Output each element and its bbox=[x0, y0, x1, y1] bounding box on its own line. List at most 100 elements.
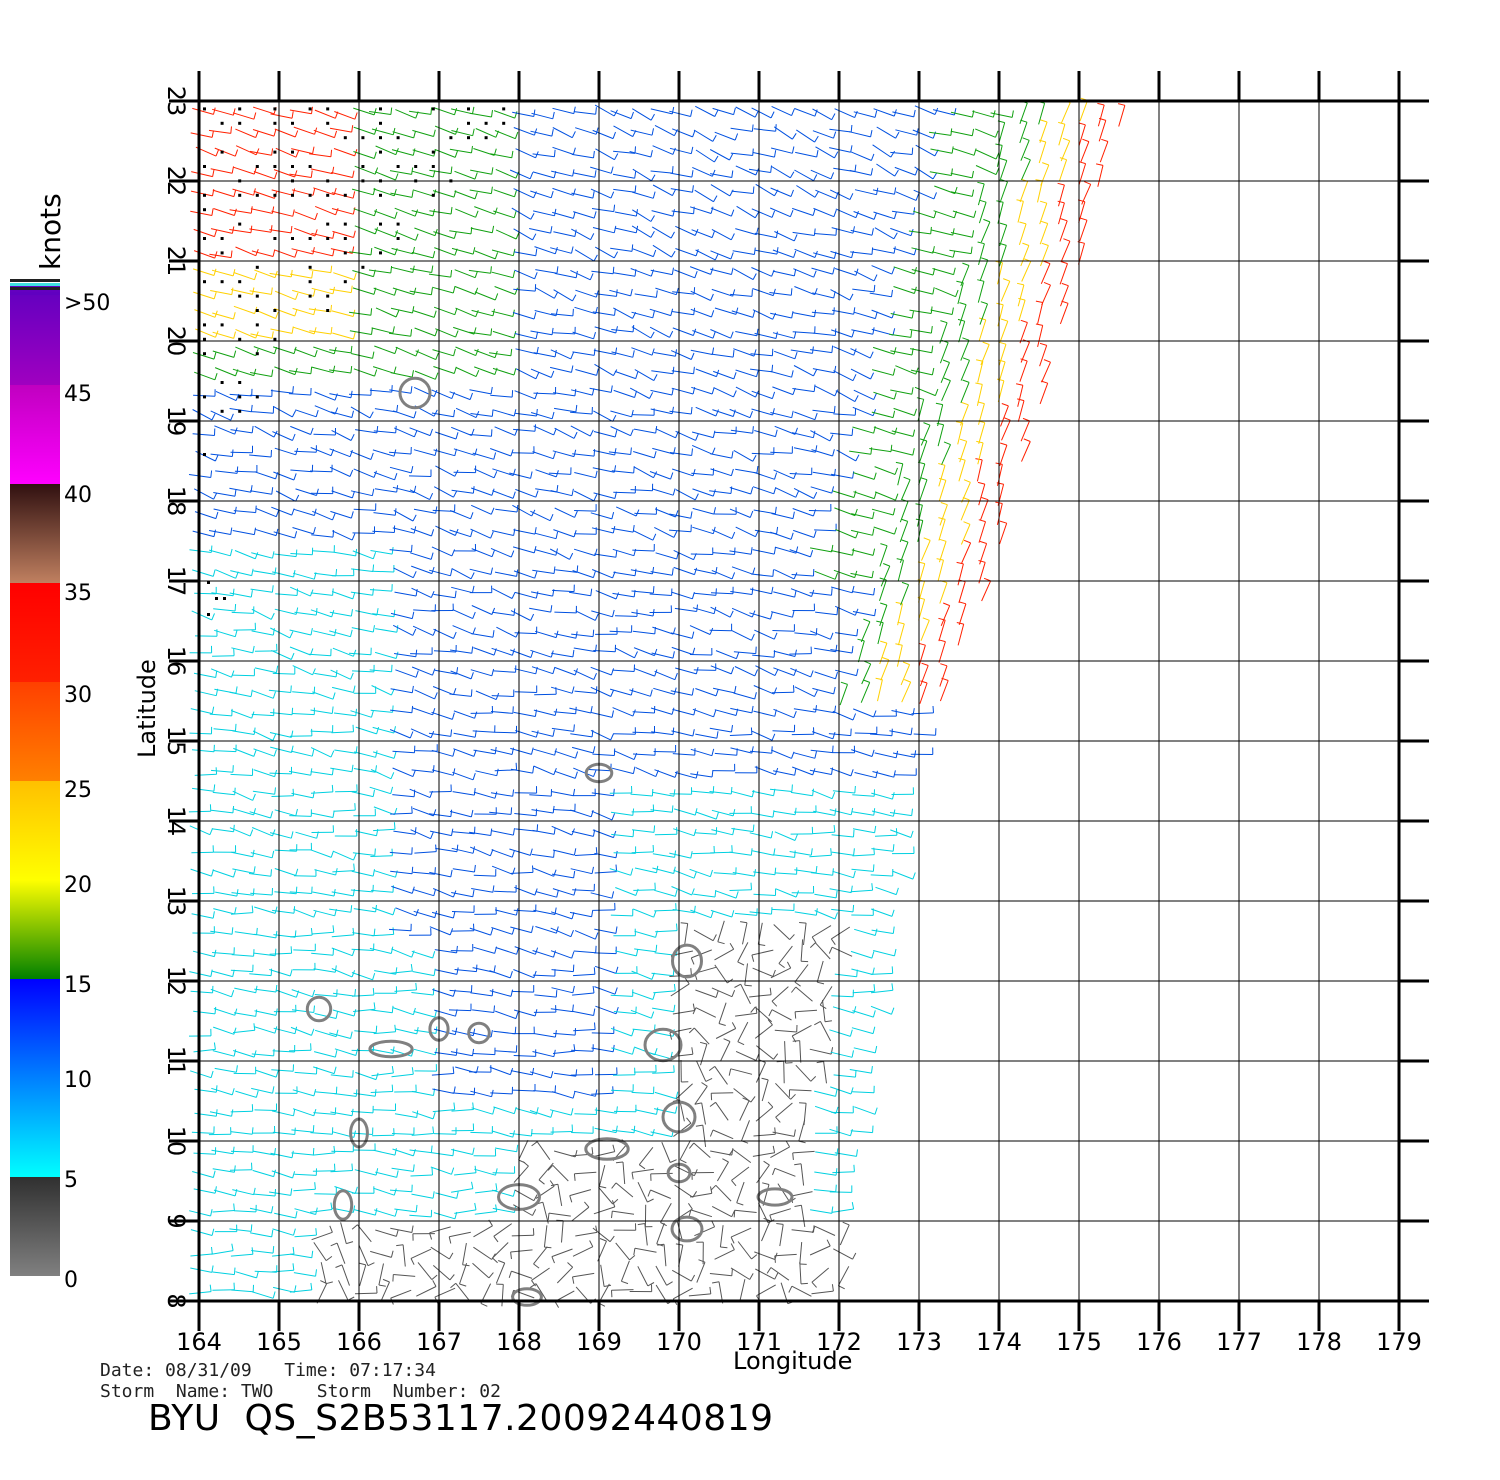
wind-barb-flag bbox=[393, 366, 397, 374]
rain-flag-dot bbox=[273, 193, 277, 197]
wind-barb bbox=[473, 946, 495, 954]
wind-barb-flag bbox=[672, 166, 674, 174]
wind-barb bbox=[412, 625, 434, 636]
wind-barb bbox=[471, 309, 494, 317]
wind-barb bbox=[390, 1289, 412, 1299]
wind-barb bbox=[209, 1111, 232, 1117]
wind-barb bbox=[334, 111, 356, 120]
wind-barb bbox=[371, 1072, 394, 1077]
wind-barb bbox=[998, 122, 1006, 144]
wind-barb bbox=[876, 126, 896, 139]
wind-barb-flag bbox=[492, 630, 495, 638]
wind-barb-flag bbox=[312, 247, 315, 255]
wind-barb bbox=[752, 309, 773, 320]
longitude-tick-label: 179 bbox=[1376, 1328, 1422, 1356]
wind-barb bbox=[792, 331, 815, 334]
wind-barb bbox=[734, 666, 756, 677]
wind-barb bbox=[491, 849, 513, 858]
wind-barb bbox=[212, 1271, 235, 1276]
rain-flag-dot bbox=[291, 193, 294, 197]
wind-barb bbox=[852, 611, 875, 617]
wind-barb bbox=[254, 528, 277, 537]
wind-barb-flag bbox=[772, 569, 774, 577]
wind-barb bbox=[473, 1225, 493, 1238]
wind-barb bbox=[692, 607, 715, 615]
wind-barb bbox=[772, 854, 795, 858]
wind-barb bbox=[919, 440, 928, 462]
wind-barb-flag bbox=[513, 409, 517, 417]
wind-barb bbox=[977, 183, 985, 206]
wind-barb-flag bbox=[731, 572, 736, 580]
wind-barb-flag bbox=[771, 733, 776, 741]
wind-barb bbox=[850, 572, 873, 579]
wind-barb-flag bbox=[331, 784, 334, 792]
wind-barb bbox=[450, 649, 472, 654]
wind-barb bbox=[1040, 164, 1050, 186]
wind-barb-flag bbox=[894, 467, 898, 475]
wind-barb bbox=[592, 569, 613, 579]
wind-barb bbox=[395, 669, 417, 678]
rain-flag-dot bbox=[207, 613, 210, 616]
wind-barb bbox=[960, 382, 970, 403]
wind-barb bbox=[631, 1091, 654, 1095]
wind-barb-flag bbox=[592, 629, 595, 637]
wind-barb-flag bbox=[691, 888, 695, 896]
wind-barb bbox=[811, 925, 832, 938]
wind-barb-flag bbox=[772, 288, 776, 296]
wind-barb-flag bbox=[255, 148, 260, 155]
wind-barb bbox=[232, 868, 254, 874]
wind-barb-flag bbox=[913, 109, 916, 117]
wind-barb-flag bbox=[350, 365, 353, 374]
wind-barb-flag bbox=[574, 510, 578, 518]
rain-flag-dot bbox=[396, 237, 400, 240]
rain-flag-dot bbox=[396, 165, 400, 168]
wind-barb bbox=[669, 452, 692, 456]
wind-barb-flag bbox=[470, 512, 474, 519]
wind-barb bbox=[950, 191, 973, 197]
wind-barb bbox=[772, 249, 794, 258]
wind-barb-flag bbox=[411, 1067, 414, 1075]
wind-barb bbox=[975, 149, 997, 160]
wind-barb bbox=[212, 1050, 235, 1057]
wind-barb-flag bbox=[813, 384, 816, 392]
wind-barb bbox=[773, 469, 794, 480]
wind-barb-flag bbox=[938, 477, 947, 481]
wind-barb-flag bbox=[433, 129, 436, 137]
wind-barb bbox=[751, 790, 774, 797]
wind-barb bbox=[690, 773, 713, 778]
wind-barb bbox=[531, 1267, 550, 1281]
wind-barb-flag bbox=[731, 531, 736, 539]
wind-barb-flag bbox=[916, 397, 924, 400]
wind-barb-flag bbox=[570, 1108, 574, 1116]
wind-barb-flag bbox=[723, 1038, 731, 1042]
wind-barb-flag bbox=[744, 984, 752, 987]
wind-barb bbox=[792, 312, 815, 318]
wind-barb-flag bbox=[591, 1147, 594, 1155]
wind-barb bbox=[753, 710, 775, 717]
wind-barb bbox=[572, 453, 595, 457]
wind-barb bbox=[213, 492, 236, 497]
wind-barb bbox=[451, 130, 473, 137]
wind-barb bbox=[473, 647, 495, 656]
wind-barb bbox=[695, 989, 717, 998]
wind-barb-flag bbox=[1082, 138, 1090, 143]
wind-barb-flag bbox=[671, 568, 674, 576]
wind-barb bbox=[389, 851, 412, 855]
wind-barb-flag bbox=[756, 466, 759, 474]
wind-barb-flag bbox=[982, 341, 990, 345]
wind-barb bbox=[593, 1151, 615, 1158]
wind-barb-flag bbox=[814, 109, 818, 117]
wind-barb bbox=[494, 1050, 517, 1053]
colorbar-overflow-strip bbox=[10, 283, 60, 286]
wind-barb bbox=[233, 305, 255, 315]
wind-barb bbox=[731, 1166, 750, 1181]
wind-barb bbox=[650, 269, 673, 276]
wind-barb bbox=[292, 572, 315, 580]
wind-barb bbox=[1058, 202, 1065, 225]
wind-barb-flag bbox=[770, 111, 775, 119]
wind-barb bbox=[792, 1150, 815, 1154]
wind-barb bbox=[534, 693, 557, 696]
wind-barb-flag bbox=[688, 1209, 692, 1217]
wind-barb bbox=[729, 889, 752, 891]
wind-barb bbox=[814, 233, 837, 236]
